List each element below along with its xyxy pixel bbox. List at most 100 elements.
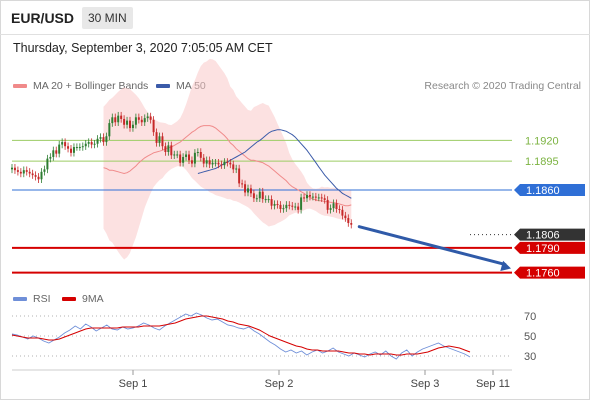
- candle-70: [217, 162, 220, 165]
- candle-12: [46, 158, 49, 170]
- candle-90: [276, 204, 279, 206]
- candle-8: [34, 175, 37, 177]
- candle-79: [244, 184, 247, 193]
- candle-84: [258, 191, 261, 199]
- candle-66: [205, 160, 208, 164]
- candle-94: [288, 204, 291, 206]
- candle-62: [193, 152, 196, 164]
- candle-3: [19, 171, 22, 174]
- candle-111: [338, 209, 341, 210]
- candle-76: [235, 168, 238, 170]
- candle-7: [31, 173, 34, 176]
- candle-19: [67, 146, 70, 149]
- candle-53: [167, 145, 170, 152]
- candle-92: [282, 208, 285, 210]
- candle-41: [131, 124, 134, 129]
- rsi-tick-0: 70: [524, 311, 536, 323]
- candle-25: [84, 143, 87, 147]
- candle-56: [176, 154, 179, 156]
- candle-69: [214, 162, 217, 164]
- candle-104: [317, 197, 320, 199]
- legend-rsi-ma: 9MA: [62, 293, 104, 305]
- candle-99: [303, 197, 306, 199]
- forecast-arrow-head: [500, 260, 511, 271]
- candle-37: [120, 115, 123, 119]
- rsi-tick-2: 30: [524, 351, 536, 363]
- candle-50: [158, 136, 161, 143]
- chart-header: EUR/USD 30 MIN: [0, 0, 590, 35]
- candle-1: [13, 167, 16, 171]
- level-label-5: 1.1760: [526, 268, 560, 280]
- legend-ma50-swatch: [156, 84, 170, 89]
- candle-77: [238, 168, 241, 184]
- candle-91: [279, 204, 282, 209]
- candle-57: [179, 154, 182, 163]
- candle-65: [202, 157, 205, 164]
- x-tick-label-3: Sep 11: [476, 378, 510, 390]
- level-tag-4: [514, 241, 585, 254]
- candle-44: [140, 119, 143, 123]
- level-label-0: 1.1920: [525, 135, 559, 147]
- candle-95: [291, 205, 294, 207]
- candle-13: [49, 156, 52, 159]
- candle-82: [252, 193, 255, 199]
- candle-108: [329, 208, 332, 210]
- candle-26: [87, 142, 90, 144]
- level-label-3: 1.1806: [526, 230, 560, 242]
- candle-30: [99, 137, 102, 139]
- x-tick-label-0: Sep 1: [119, 378, 148, 390]
- candle-16: [58, 144, 61, 154]
- candle-72: [223, 161, 226, 166]
- candle-51: [161, 136, 164, 147]
- candle-43: [137, 117, 140, 120]
- candle-2: [16, 170, 19, 172]
- candle-34: [111, 117, 114, 124]
- candle-38: [123, 118, 126, 125]
- date-label: Thursday, September 3, 2020 7:05:05 AM C…: [13, 41, 273, 55]
- candle-4: [22, 170, 25, 174]
- candle-32: [105, 136, 108, 143]
- candle-81: [249, 188, 252, 194]
- candle-42: [134, 117, 137, 125]
- candle-87: [267, 199, 270, 201]
- candle-113: [344, 215, 347, 219]
- candle-100: [306, 194, 308, 199]
- level-tag-5: [514, 266, 585, 279]
- candle-27: [90, 142, 93, 145]
- candle-97: [297, 206, 300, 210]
- candle-86: [264, 199, 267, 201]
- candle-55: [173, 154, 176, 156]
- candle-110: [335, 203, 338, 209]
- level-label-2: 1.1860: [526, 185, 560, 197]
- candle-74: [229, 162, 232, 165]
- candle-105: [320, 197, 323, 199]
- legend-rsi-swatch: [13, 297, 27, 302]
- candle-47: [149, 116, 152, 120]
- timeframe-button[interactable]: 30 MIN: [82, 7, 133, 29]
- candle-101: [308, 194, 311, 197]
- candle-17: [61, 142, 64, 145]
- candle-59: [185, 154, 188, 157]
- candle-106: [323, 198, 326, 200]
- candle-23: [78, 147, 81, 149]
- candle-61: [190, 160, 193, 164]
- candle-71: [220, 164, 223, 166]
- legend-rsi-ma-label: 9MA: [82, 293, 104, 305]
- source-label: Research © 2020 Trading Central: [424, 80, 581, 92]
- candle-75: [232, 164, 235, 170]
- price-levels: [12, 139, 512, 274]
- level-tag-2: [514, 184, 585, 196]
- symbol-label: EUR/USD: [11, 10, 75, 26]
- candle-89: [273, 204, 276, 206]
- legend-ma20-swatch: [13, 84, 27, 89]
- candle-64: [199, 152, 202, 158]
- legend-rsi-label: RSI: [33, 293, 51, 305]
- candle-85: [261, 191, 264, 200]
- level-label-1: 1.1895: [525, 156, 559, 168]
- candle-6: [28, 171, 31, 174]
- candle-103: [314, 196, 317, 198]
- candle-18: [64, 142, 67, 147]
- candle-49: [155, 132, 158, 143]
- candle-24: [81, 146, 84, 148]
